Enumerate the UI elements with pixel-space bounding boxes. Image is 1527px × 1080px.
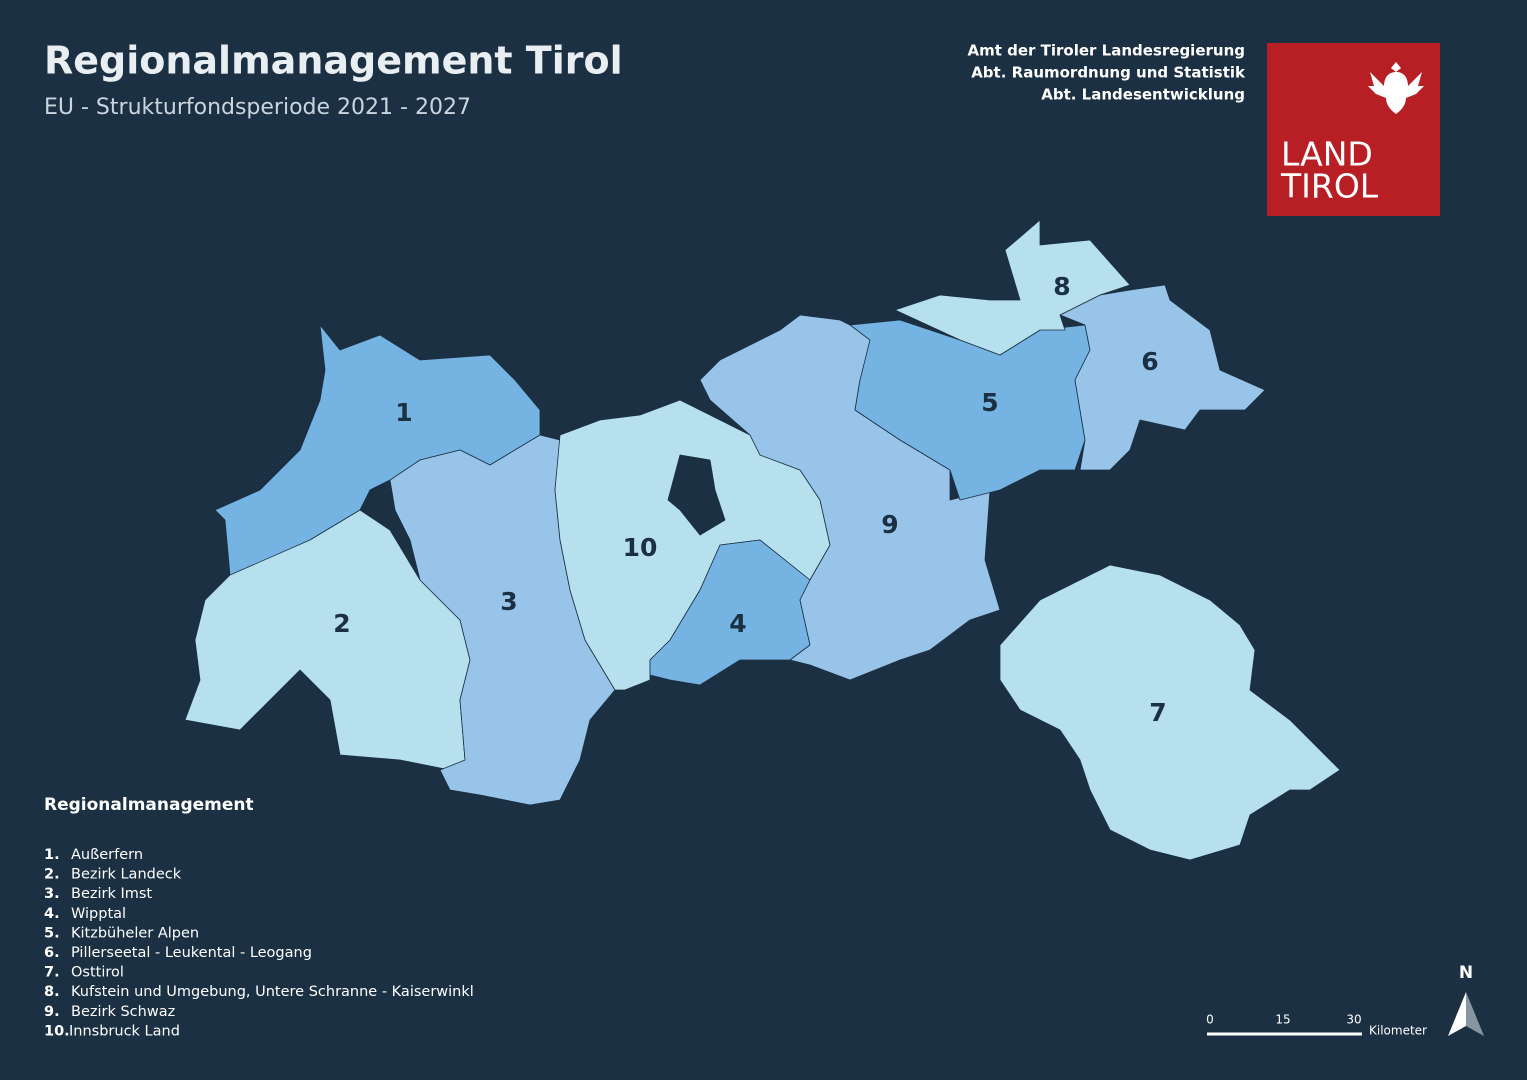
region-shape (184, 509, 471, 771)
scale-tick-label: 0 (1206, 1013, 1214, 1027)
region-shape (214, 324, 541, 581)
legend-name: Bezirk Imst (71, 886, 152, 902)
agency-line: Amt der Tiroler Landesregierung (968, 42, 1246, 60)
north-arrow: N (1448, 963, 1484, 1036)
legend-number: 6. (44, 945, 60, 961)
agency-line: Abt. Raumordnung und Statistik (971, 64, 1246, 82)
logo-background (1267, 43, 1440, 216)
legend-number: 1. (44, 847, 60, 863)
region-label: 2 (333, 609, 350, 638)
legend: 1. Außerfern 2. Bezirk Landeck 3. Bezirk Imst… (44, 847, 474, 1039)
regions (184, 219, 1341, 861)
legend-name: Bezirk Landeck (71, 867, 182, 883)
legend-number: 8. (44, 984, 60, 1000)
legend-number: 2. (44, 867, 60, 883)
eagle-icon (1368, 62, 1424, 114)
legend-name: Innsbruck Land (69, 1023, 180, 1039)
logo-line: LAND (1281, 135, 1373, 174)
legend-name: Außerfern (71, 847, 143, 863)
logo: LAND TIROL (1267, 43, 1440, 216)
region-label: 4 (729, 609, 746, 638)
region-labels: 1 2 3 4 5 6 7 8 9 10 (333, 272, 1166, 727)
agency-line: Abt. Landesentwicklung (1041, 86, 1245, 104)
legend-name: Pillerseetal - Leukental - Leogang (71, 945, 312, 961)
legend-number: 10. (44, 1023, 70, 1039)
scale-unit: Kilometer (1369, 1024, 1427, 1038)
agency: Amt der Tiroler Landesregierung Abt. Rau… (968, 42, 1247, 104)
region-label: 5 (981, 388, 998, 417)
region-label: 7 (1149, 698, 1166, 727)
legend-name: Kitzbüheler Alpen (71, 925, 199, 941)
legend-name: Wipptal (71, 906, 126, 922)
legend-number: 7. (44, 965, 60, 981)
legend-name: Bezirk Schwaz (71, 1004, 175, 1020)
subtitle: EU - Strukturfondsperiode 2021 - 2027 (44, 95, 471, 120)
region-shape (999, 564, 1341, 861)
north-arrow-left (1448, 992, 1466, 1036)
legend-name: Osttirol (71, 965, 124, 981)
region-label: 6 (1141, 347, 1158, 376)
north-arrow-right (1466, 992, 1484, 1036)
title: Regionalmanagement Tirol (44, 39, 623, 83)
legend-number: 9. (44, 1004, 60, 1020)
region-label: 3 (500, 587, 517, 616)
region-shape (894, 219, 1131, 356)
region-label: 9 (881, 510, 898, 539)
region-label: 8 (1053, 272, 1070, 301)
scale-tick-label: 15 (1275, 1013, 1290, 1027)
region-label: 1 (395, 398, 412, 427)
scale-tick-label: 30 (1346, 1013, 1361, 1027)
scale-bar: 0 15 30 Kilometer (1206, 1013, 1427, 1038)
legend-name: Kufstein und Umgebung, Untere Schranne -… (71, 984, 474, 1000)
legend-number: 5. (44, 925, 60, 941)
legend-number: 3. (44, 886, 60, 902)
region-shape (1059, 284, 1266, 471)
north-label: N (1459, 963, 1473, 983)
legend-title: Regionalmanagement (44, 795, 254, 815)
legend-number: 4. (44, 906, 60, 922)
logo-line: TIROL (1280, 167, 1379, 206)
region-label: 10 (623, 533, 658, 562)
